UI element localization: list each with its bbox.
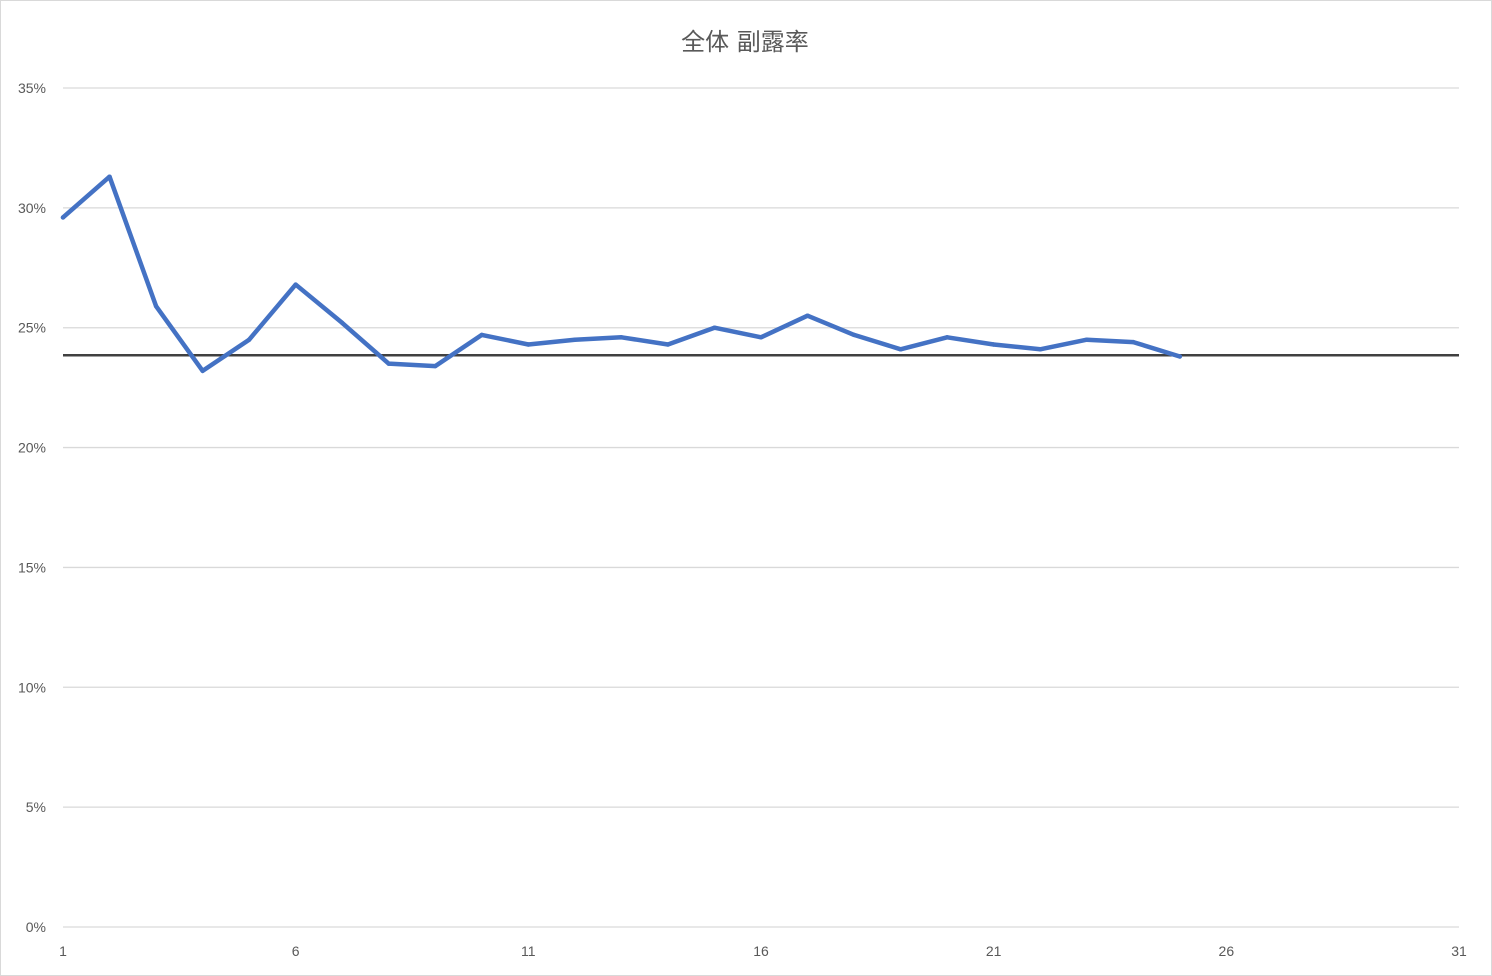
y-tick-label: 25% [18, 320, 46, 336]
data-point [665, 342, 671, 347]
x-tick-label: 21 [986, 943, 1002, 959]
y-axis-tick-labels: 0% 5% 10% 15% 20% 25% 30% 35% [18, 80, 46, 935]
data-point [246, 337, 252, 342]
y-tick-label: 35% [18, 80, 46, 96]
gridlines [63, 87, 1459, 928]
data-point [1177, 354, 1183, 359]
y-tick-label: 10% [18, 679, 46, 695]
x-tick-label: 26 [1219, 943, 1235, 959]
x-tick-label: 6 [292, 943, 300, 959]
data-point [433, 363, 438, 369]
data-point [340, 320, 345, 326]
y-tick-label: 5% [26, 799, 46, 815]
data-point [293, 282, 298, 287]
data-point [572, 337, 578, 342]
data-point [758, 335, 764, 340]
data-point [1131, 339, 1136, 345]
chart-title: 全体 副露率 [681, 28, 809, 56]
y-tick-label: 15% [18, 559, 46, 575]
data-point [1084, 337, 1089, 342]
y-tick-label: 20% [18, 440, 46, 456]
data-point [619, 335, 624, 340]
y-tick-label: 0% [26, 919, 46, 935]
y-tick-label: 30% [18, 200, 46, 216]
data-point [153, 303, 159, 309]
x-tick-label: 11 [521, 943, 536, 959]
data-point [712, 325, 717, 330]
series-line [60, 174, 1183, 374]
data-point [386, 361, 391, 366]
data-point [60, 215, 66, 220]
data-point [479, 332, 484, 338]
data-point [805, 313, 810, 318]
series-group [60, 174, 1183, 374]
data-point [200, 368, 205, 374]
data-point [526, 342, 531, 347]
data-point [898, 347, 903, 352]
x-tick-label: 31 [1451, 943, 1467, 959]
data-point [107, 174, 112, 179]
data-point [851, 332, 857, 338]
data-point [1038, 347, 1043, 352]
data-point [944, 335, 950, 340]
x-axis-tick-labels: 1 6 11 16 21 26 31 [59, 943, 1467, 959]
x-tick-label: 1 [59, 943, 67, 959]
data-point [991, 342, 996, 347]
x-tick-label: 16 [753, 943, 769, 959]
